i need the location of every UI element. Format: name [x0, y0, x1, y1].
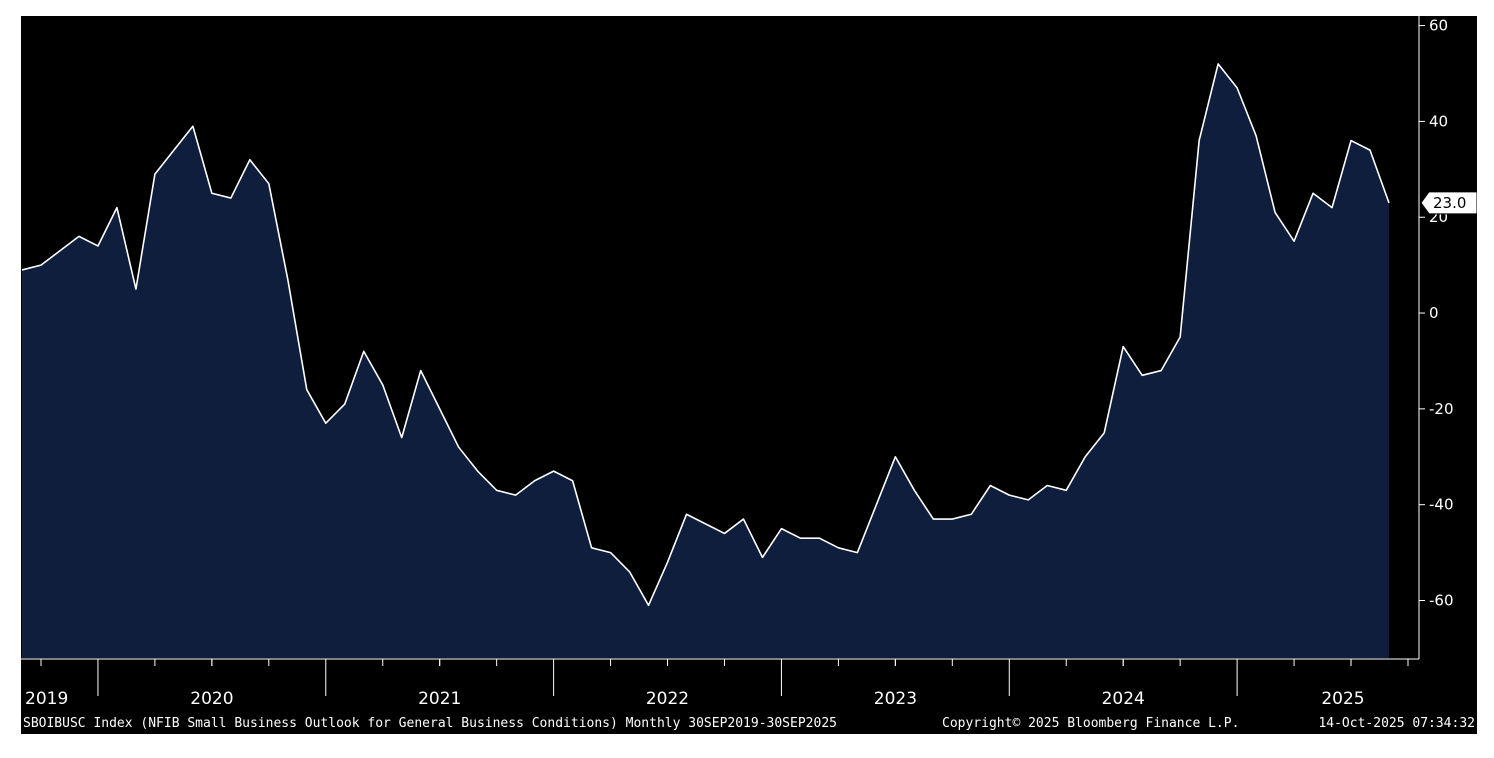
chart-panel: 60 40 20 0 -20 -40 -60 2019 2020 2021 2022 2023 2024… [21, 16, 1477, 734]
data-point [1160, 369, 1162, 371]
data-point [1350, 139, 1352, 141]
data-point [249, 159, 251, 161]
data-point [40, 264, 42, 266]
x-year-label: 2021 [418, 689, 461, 709]
data-point [173, 149, 175, 151]
data-point [533, 480, 535, 482]
data-point [1084, 456, 1086, 458]
copyright-text: Copyright© 2025 Bloomberg Finance L.P. [942, 716, 1239, 731]
timestamp-text: 14-Oct-2025 07:34:32 [1318, 716, 1475, 731]
data-point [1122, 345, 1124, 347]
data-point [761, 556, 763, 558]
x-year-label: 2022 [646, 689, 689, 709]
data-point [401, 436, 403, 438]
data-point [1179, 336, 1181, 338]
y-tick-label: 0 [1429, 304, 1439, 322]
last-value-marker [1420, 191, 1477, 215]
data-point [268, 182, 270, 184]
y-tick-label: 40 [1429, 112, 1448, 130]
data-point [989, 484, 991, 486]
data-point [59, 250, 61, 252]
data-point [230, 197, 232, 199]
series-line [21, 63, 1390, 607]
y-tick-label: -20 [1429, 400, 1454, 418]
data-point [420, 369, 422, 371]
data-point [514, 494, 516, 496]
data-point [628, 571, 630, 573]
data-point [1388, 202, 1390, 204]
data-point [306, 389, 308, 391]
data-point [856, 551, 858, 553]
data-point [97, 245, 99, 247]
data-point [325, 422, 327, 424]
data-point [1369, 149, 1371, 151]
data-point [894, 456, 896, 458]
data-point [1293, 240, 1295, 242]
data-point [799, 537, 801, 539]
data-point [457, 446, 459, 448]
data-point [154, 173, 156, 175]
axes [21, 16, 1425, 696]
data-point [666, 561, 668, 563]
data-point [1046, 484, 1048, 486]
data-point [1236, 87, 1238, 89]
plot-area [21, 63, 1390, 659]
data-point [1217, 63, 1219, 65]
data-point [913, 489, 915, 491]
series-area [22, 63, 1389, 659]
data-point [1141, 374, 1143, 376]
data-point [1331, 206, 1333, 208]
data-point [723, 532, 725, 534]
series-description: SBOIBUSC Index (NFIB Small Business Outl… [23, 716, 837, 731]
data-point [1312, 192, 1314, 194]
data-point [704, 523, 706, 525]
data-point [1274, 211, 1276, 213]
last-value-label: 23.0 [1433, 194, 1466, 212]
data-point [1255, 135, 1257, 137]
x-year-label: 2019 [25, 689, 68, 709]
data-point [211, 192, 213, 194]
data-point [287, 278, 289, 280]
data-point [1008, 494, 1010, 496]
data-point [590, 547, 592, 549]
y-tick-label: -60 [1429, 592, 1454, 610]
data-point [78, 235, 80, 237]
data-point [571, 480, 573, 482]
x-year-label: 2023 [874, 689, 917, 709]
data-point [1065, 489, 1067, 491]
data-point [970, 513, 972, 515]
data-point [647, 604, 649, 606]
data-point [685, 513, 687, 515]
data-point [1027, 499, 1029, 501]
data-point [932, 518, 934, 520]
data-point [780, 527, 782, 529]
data-point [344, 403, 346, 405]
data-point [875, 503, 877, 505]
data-point [438, 408, 440, 410]
data-point [837, 547, 839, 549]
y-tick-label: -40 [1429, 496, 1454, 514]
data-point [116, 206, 118, 208]
data-point [495, 489, 497, 491]
data-point [382, 384, 384, 386]
y-tick-label: 60 [1429, 17, 1448, 35]
x-year-label: 2024 [1102, 689, 1145, 709]
data-point [1103, 432, 1105, 434]
data-point [742, 518, 744, 520]
data-point [818, 537, 820, 539]
x-year-label: 2020 [190, 689, 233, 709]
data-point [476, 470, 478, 472]
data-point [1198, 139, 1200, 141]
data-point [192, 125, 194, 127]
data-point [951, 518, 953, 520]
data-point [609, 551, 611, 553]
data-point [552, 470, 554, 472]
data-point [135, 288, 137, 290]
data-point [363, 350, 365, 352]
x-year-label: 2025 [1321, 689, 1364, 709]
